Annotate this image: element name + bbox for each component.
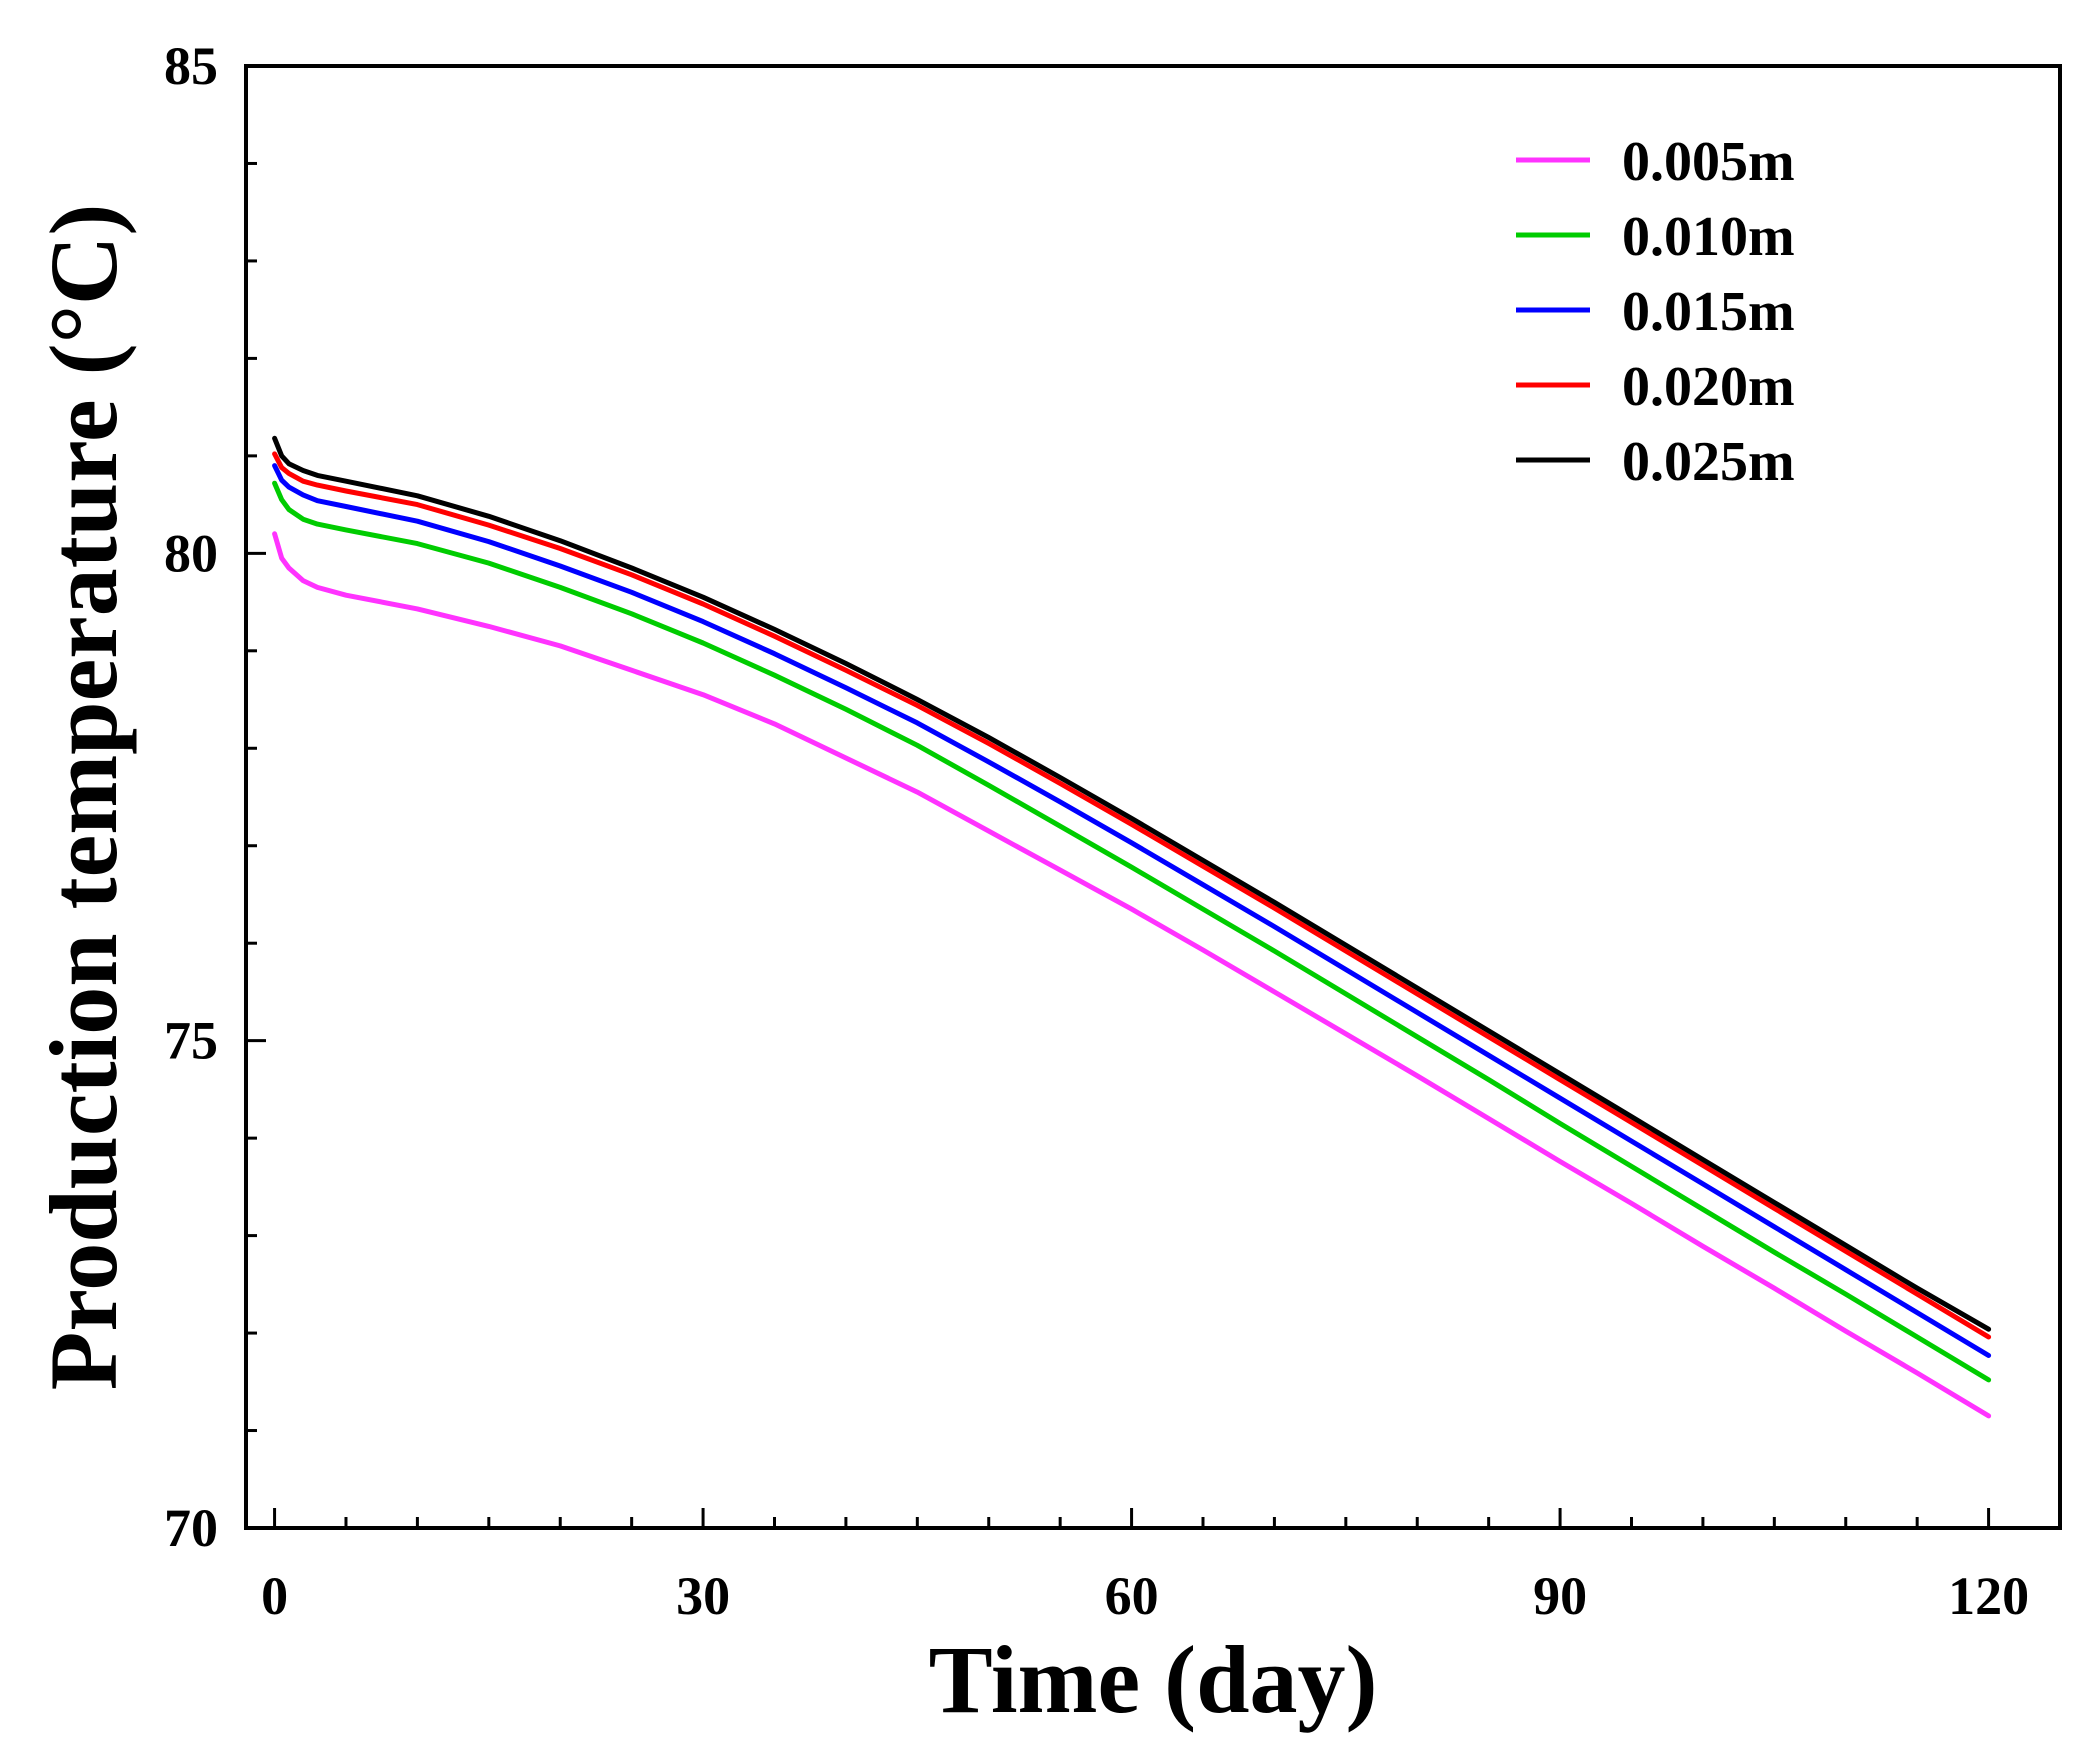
x-tick-label: 60 [1105,1566,1159,1626]
legend-label: 0.015m [1622,281,1795,343]
legend-label: 0.025m [1622,431,1795,493]
series-line-0.015m [272,463,1992,1358]
legend-label: 0.005m [1622,131,1795,193]
x-tick-label: 30 [676,1566,730,1626]
legend-label: 0.010m [1622,206,1795,268]
series-line-0.005m [272,531,1992,1419]
series-layer [272,435,1992,1419]
y-tick-label: 85 [164,36,218,96]
y-axis-title: Production temperature (°C) [30,204,137,1391]
x-tick-label: 0 [261,1566,288,1626]
x-axis-title: Time (day) [929,1626,1378,1733]
series-line-0.025m [272,435,1992,1332]
legend: 0.005m 0.010m 0.015m 0.020m 0.025m [1516,131,1795,493]
series-line-0.020m [272,451,1992,1340]
y-tick-label: 80 [164,523,218,583]
axes-layer: 0 30 60 90 120 70 75 80 85 [164,36,2029,1626]
legend-label: 0.020m [1622,356,1795,418]
series-line-0.010m [272,480,1992,1383]
y-tick-label: 70 [164,1498,218,1558]
x-tick-label: 120 [1948,1566,2029,1626]
plot-frame [244,64,2062,1530]
y-tick-label: 75 [164,1011,218,1071]
x-tick-label: 90 [1533,1566,1587,1626]
